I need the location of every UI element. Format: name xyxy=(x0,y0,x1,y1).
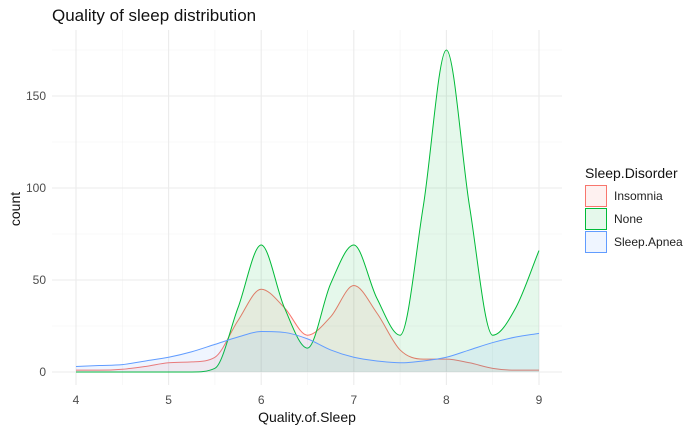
density-line-none xyxy=(76,49,540,373)
legend-item-none: None xyxy=(585,208,643,230)
grid-layer xyxy=(52,30,562,385)
density-line-sleep-apnea xyxy=(75,331,540,367)
tick-layer: 4 5 6 7 8 9 0 50 100 150 xyxy=(26,89,543,407)
x-tick-label: 8 xyxy=(443,393,450,407)
x-axis-title: Quality.of.Sleep xyxy=(258,409,356,425)
y-tick-label: 150 xyxy=(26,89,46,103)
x-tick-label: 6 xyxy=(258,393,265,407)
legend-title: Sleep.Disorder xyxy=(585,165,678,181)
legend-label-sleep-apnea: Sleep.Apnea xyxy=(614,235,683,249)
legend-key-sleep-apnea xyxy=(585,231,607,253)
y-axis-title: count xyxy=(7,192,23,226)
legend-key-insomnia xyxy=(585,185,607,207)
legend-key-none xyxy=(585,208,607,230)
area-fill-insomnia xyxy=(76,285,539,372)
legend-item-sleep-apnea: Sleep.Apnea xyxy=(585,231,683,253)
legend-label-insomnia: Insomnia xyxy=(614,189,663,203)
y-tick-label: 50 xyxy=(33,273,47,287)
chart-title: Quality of sleep distribution xyxy=(52,6,257,25)
density-line-insomnia xyxy=(75,285,539,371)
x-tick-label: 4 xyxy=(73,393,80,407)
x-tick-label: 7 xyxy=(350,393,357,407)
area-fill-sleep-apnea xyxy=(76,331,539,372)
y-tick-label: 100 xyxy=(26,181,46,195)
x-tick-label: 5 xyxy=(165,393,172,407)
legend-label-none: None xyxy=(614,212,643,226)
area-fill-none xyxy=(76,50,539,372)
legend: Sleep.Disorder Insomnia None Sleep.Apnea xyxy=(585,165,683,253)
area-layer xyxy=(75,49,540,373)
x-tick-label: 9 xyxy=(536,393,543,407)
legend-item-insomnia: Insomnia xyxy=(585,185,663,207)
y-tick-label: 0 xyxy=(39,365,46,379)
